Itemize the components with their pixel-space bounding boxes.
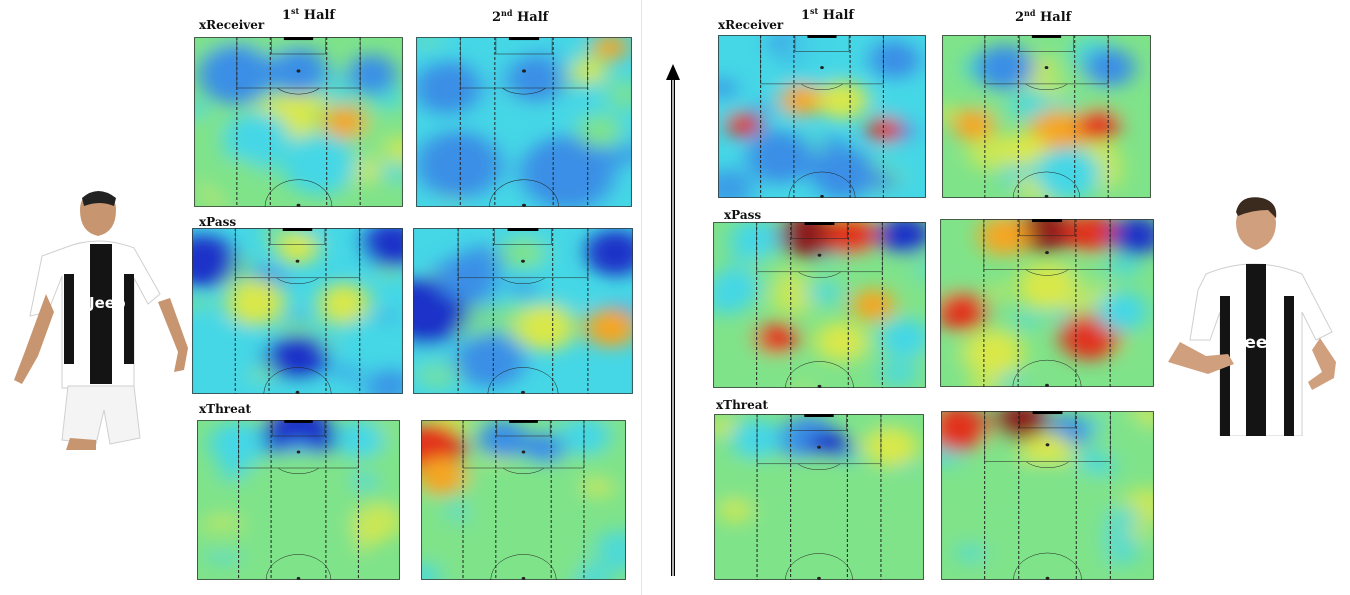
heatmap-left-xpass-1st-half	[192, 228, 403, 394]
xpass-label: xPass	[199, 215, 237, 229]
xpass-label-right: xPass	[724, 208, 762, 222]
player-photo-left: Jeep	[6, 182, 188, 450]
heatmap-left-xthreat-1st-half	[197, 420, 400, 580]
heatmap-right-xreceiver-1st-half	[718, 35, 926, 198]
svg-text:Jeep: Jeep	[1237, 333, 1280, 353]
heatmap-left-xpass-2nd-half	[413, 228, 633, 394]
heatmap-right-xthreat-2nd-half	[941, 411, 1154, 580]
panel-divider	[641, 0, 642, 595]
xthreat-label: xThreat	[199, 402, 252, 416]
heatmap-left-xthreat-2nd-half	[421, 420, 626, 580]
heatmap-right-xpass-2nd-half	[940, 219, 1154, 387]
xthreat-label-right: xThreat	[716, 398, 769, 412]
heatmap-right-xreceiver-2nd-half	[942, 35, 1151, 198]
right-player-panel: 1st Half 2nd Half xReceiver xPass xThrea…	[648, 0, 1350, 595]
xreceiver-label-right: xReceiver	[718, 18, 784, 32]
heatmap-left-xreceiver-1st-half	[194, 37, 403, 207]
first-half-title-right: 1st Half	[801, 6, 855, 23]
heatmap-right-xthreat-1st-half	[714, 414, 924, 580]
up-arrow-icon	[663, 62, 683, 578]
second-half-title: 2nd Half	[492, 8, 549, 25]
left-player-panel: 1st Half 2nd Half xReceiver xPass xThrea…	[0, 0, 640, 595]
first-half-title: 1st Half	[282, 6, 336, 23]
player-photo-right: Jeep	[1160, 196, 1346, 436]
heatmap-right-xpass-1st-half	[713, 222, 926, 388]
xreceiver-label: xReceiver	[199, 18, 265, 32]
heatmap-left-xreceiver-2nd-half	[416, 37, 632, 207]
svg-text:Jeep: Jeep	[88, 294, 126, 312]
second-half-title-right: 2nd Half	[1015, 8, 1072, 25]
